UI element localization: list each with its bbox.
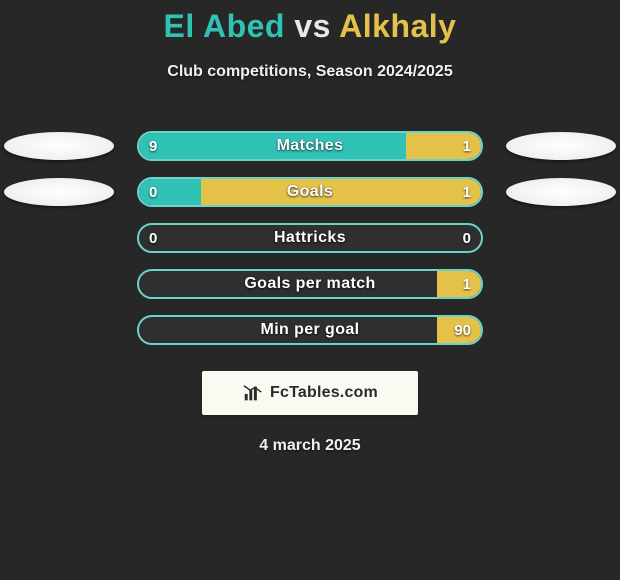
stat-fill-player2: [437, 271, 481, 297]
stat-value-player2: 0: [463, 225, 471, 251]
stat-bar-track: 0 0Hattricks: [137, 223, 483, 253]
player1-name: El Abed: [164, 8, 285, 44]
stat-row: 0 0Hattricks: [0, 215, 620, 261]
stat-row: 90Min per goal: [0, 307, 620, 353]
stat-row: 1Goals per match: [0, 261, 620, 307]
stat-row: 91Matches: [0, 123, 620, 169]
date-text: 4 march 2025: [0, 437, 620, 455]
stat-bar-track: 01Goals: [137, 177, 483, 207]
stat-label: Min per goal: [139, 317, 481, 343]
placeholder-ellipse-right: [506, 132, 616, 160]
stat-fill-player2: [406, 133, 481, 159]
placeholder-ellipse-right: [506, 178, 616, 206]
stat-bar-track: 1Goals per match: [137, 269, 483, 299]
bar-chart-icon: [242, 382, 264, 404]
stats-chart: 91Matches 01Goals 0 0Hattricks 1Goals per ma…: [0, 123, 620, 353]
stat-fill-player1: [139, 179, 201, 205]
subtitle: Club competitions, Season 2024/2025: [0, 63, 620, 81]
stat-fill-player1: [139, 133, 406, 159]
stat-value-player1: 0: [149, 225, 157, 251]
comparison-title: El Abed vs Alkhaly: [0, 0, 620, 45]
stat-fill-player2: [437, 317, 481, 343]
brand-box: FcTables.com: [202, 371, 418, 415]
placeholder-ellipse-left: [4, 132, 114, 160]
stat-label: Hattricks: [139, 225, 481, 251]
stat-bar-track: 91Matches: [137, 131, 483, 161]
stat-row: 01Goals: [0, 169, 620, 215]
stat-label: Goals per match: [139, 271, 481, 297]
vs-text: vs: [294, 8, 331, 44]
brand-text: FcTables.com: [270, 384, 378, 402]
placeholder-ellipse-left: [4, 178, 114, 206]
stat-bar-track: 90Min per goal: [137, 315, 483, 345]
stat-fill-player2: [201, 179, 481, 205]
player2-name: Alkhaly: [339, 8, 456, 44]
